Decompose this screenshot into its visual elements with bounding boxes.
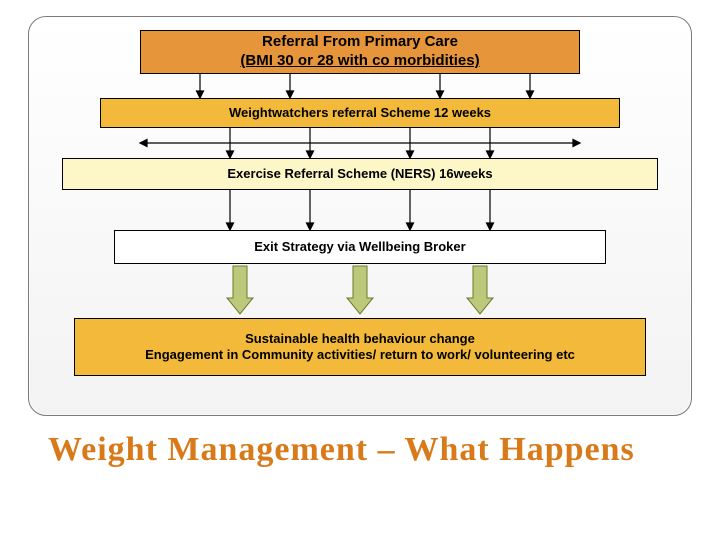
box-sustain-line2: Engagement in Community activities/ retu… xyxy=(145,347,575,363)
slide-title: Weight Management – What Happens xyxy=(48,430,668,469)
box-sustainable: Sustainable health behaviour change Enga… xyxy=(74,318,646,376)
box-referral-line2: (BMI 30 or 28 with co morbidities) xyxy=(240,52,479,71)
box-sustain-line1: Sustainable health behaviour change xyxy=(245,331,475,347)
slide-canvas: Referral From Primary Care (BMI 30 or 28… xyxy=(0,0,720,540)
box-ners: Exercise Referral Scheme (NERS) 16weeks xyxy=(62,158,658,190)
box-exit-strategy: Exit Strategy via Wellbeing Broker xyxy=(114,230,606,264)
box-exit-text: Exit Strategy via Wellbeing Broker xyxy=(254,239,465,255)
box-referral-line1: Referral From Primary Care xyxy=(262,33,458,52)
box-referral: Referral From Primary Care (BMI 30 or 28… xyxy=(140,30,580,74)
box-weightwatchers: Weightwatchers referral Scheme 12 weeks xyxy=(100,98,620,128)
box-ww-text: Weightwatchers referral Scheme 12 weeks xyxy=(229,105,491,121)
box-ners-text: Exercise Referral Scheme (NERS) 16weeks xyxy=(227,166,492,182)
